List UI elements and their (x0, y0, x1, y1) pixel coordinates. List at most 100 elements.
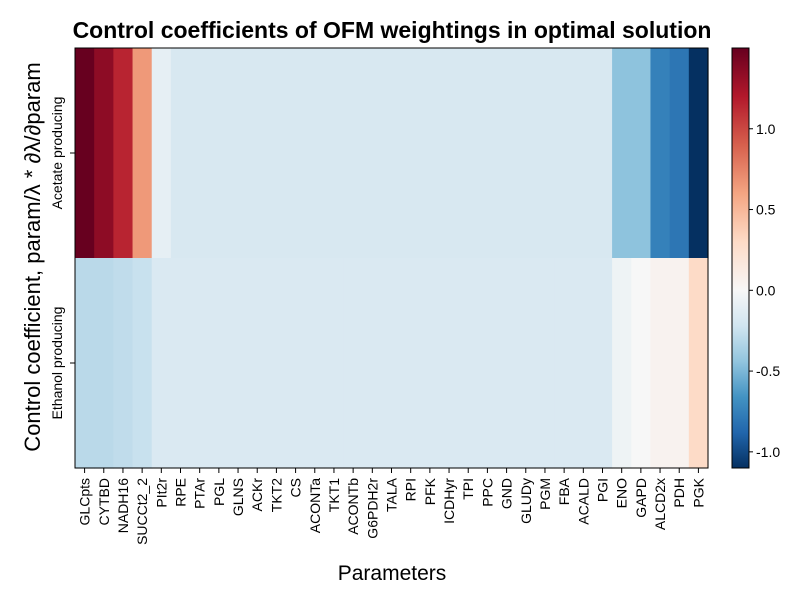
x-tick-label: NADH16 (115, 478, 131, 533)
x-axis-label: Parameters (338, 562, 447, 585)
heatmap-cell (401, 258, 421, 469)
heatmap-cell (190, 48, 210, 259)
x-tick-label: PGK (690, 477, 706, 507)
x-tick-label: CS (288, 478, 304, 497)
heatmap-cell (209, 258, 230, 469)
heatmap-cell (113, 258, 134, 469)
x-tick-label: ACONTb (345, 478, 361, 535)
colorbar (731, 47, 750, 469)
colorbar-tick-label: 1.0 (756, 121, 776, 137)
heatmap-cell (554, 258, 575, 469)
heatmap-cell (420, 258, 441, 469)
x-tick-label: SUCCt2_2 (134, 478, 150, 545)
heatmap-cell (190, 258, 210, 469)
heatmap-cell (266, 258, 287, 469)
y-axis-label: Control coefficient, param/λ * ∂λ/∂param (20, 62, 45, 451)
heatmap-cell (343, 48, 364, 259)
heatmap-cell (688, 48, 709, 259)
colorbar-tick-label: -0.5 (756, 363, 780, 379)
heatmap-cells (75, 48, 709, 469)
heatmap-cell (247, 48, 268, 259)
heatmap-cell (266, 48, 287, 259)
heatmap-cell (247, 258, 268, 469)
heatmap-cell (209, 48, 230, 259)
x-tick-label: PGL (211, 478, 227, 506)
heatmap-cell (573, 258, 594, 469)
heatmap-cell (631, 258, 652, 469)
x-tick-label: RPE (173, 478, 189, 507)
x-tick-label: G6PDH2r (364, 478, 380, 539)
heatmap-cell (305, 48, 325, 259)
heatmap-cell (362, 48, 383, 259)
heatmap-cell (381, 48, 402, 259)
x-tick-label: ALCD2x (652, 478, 668, 530)
heatmap-cell (612, 258, 632, 469)
y-tick-label: Acetate producing (49, 97, 65, 210)
colorbar-tick-label: 0.0 (756, 282, 776, 298)
x-tick-label: PDH (671, 478, 687, 508)
x-tick-label: TKT2 (268, 478, 284, 512)
x-tick-label: GAPD (633, 478, 649, 518)
x-tick-label: ACALD (575, 478, 591, 525)
x-tick-label: PPC (479, 478, 495, 507)
heatmap-cell (75, 258, 95, 469)
heatmap-cell (401, 48, 421, 259)
heatmap-cell (286, 48, 306, 259)
heatmap-cell (228, 258, 249, 469)
x-tick-label: TALA (384, 477, 400, 512)
x-tick-label: GLNS (230, 478, 246, 516)
x-tick-label: ACKr (249, 478, 265, 512)
heatmap-cell (151, 48, 172, 259)
heatmap-cell (94, 258, 114, 469)
heatmap-cell (420, 48, 441, 259)
heatmap-cell (381, 258, 402, 469)
heatmap-cell (170, 258, 191, 469)
heatmap-cell (612, 48, 632, 259)
heatmap-cell (477, 258, 498, 469)
heatmap-cell (228, 48, 249, 259)
heatmap-cell (573, 48, 594, 259)
y-tick-label: Ethanol producing (49, 307, 65, 420)
x-tick-label: RPI (403, 478, 419, 501)
heatmap-cell (132, 258, 153, 469)
heatmap-cell (650, 258, 671, 469)
heatmap-cell (631, 48, 652, 259)
x-tick-label: GLUDy (518, 478, 534, 524)
heatmap-cell (669, 48, 690, 259)
x-tick-label: ICDHyr (441, 478, 457, 524)
x-tick-label: PTAr (192, 478, 208, 509)
heatmap-cell (516, 48, 536, 259)
heatmap-cell (535, 48, 556, 259)
heatmap-cell (535, 258, 556, 469)
heatmap-cell (132, 48, 153, 259)
heatmap-cell (305, 258, 325, 469)
heatmap-cell (650, 48, 671, 259)
heatmap-cell (497, 258, 517, 469)
heatmap-cell (170, 48, 191, 259)
heatmap-cell (554, 48, 575, 259)
x-tick-label: PGM (537, 478, 553, 510)
chart-title: Control coefficients of OFM weightings i… (73, 17, 712, 43)
heatmap-cell (688, 258, 709, 469)
x-tick-label: CYTBD (96, 478, 112, 525)
heatmap-cell (343, 258, 364, 469)
heatmap-cell (477, 48, 498, 259)
heatmap-cell (324, 258, 345, 469)
heatmap-cell (592, 258, 613, 469)
x-tick-label: PFK (422, 477, 438, 505)
heatmap-cell (592, 48, 613, 259)
heatmap-cell (75, 48, 95, 259)
heatmap-cell (516, 258, 536, 469)
colorbar-tick-label: 0.5 (756, 202, 776, 218)
colorbar-tick-label: -1.0 (756, 444, 780, 460)
heatmap-cell (458, 48, 479, 259)
x-tick-label: TPI (460, 478, 476, 500)
heatmap-cell (362, 258, 383, 469)
heatmap-cell (151, 258, 172, 469)
heatmap-cell (324, 48, 345, 259)
x-tick-label: PIt2r (153, 478, 169, 508)
x-tick-label: PGI (595, 478, 611, 502)
heatmap-cell (458, 258, 479, 469)
x-tick-label: GND (499, 478, 515, 509)
